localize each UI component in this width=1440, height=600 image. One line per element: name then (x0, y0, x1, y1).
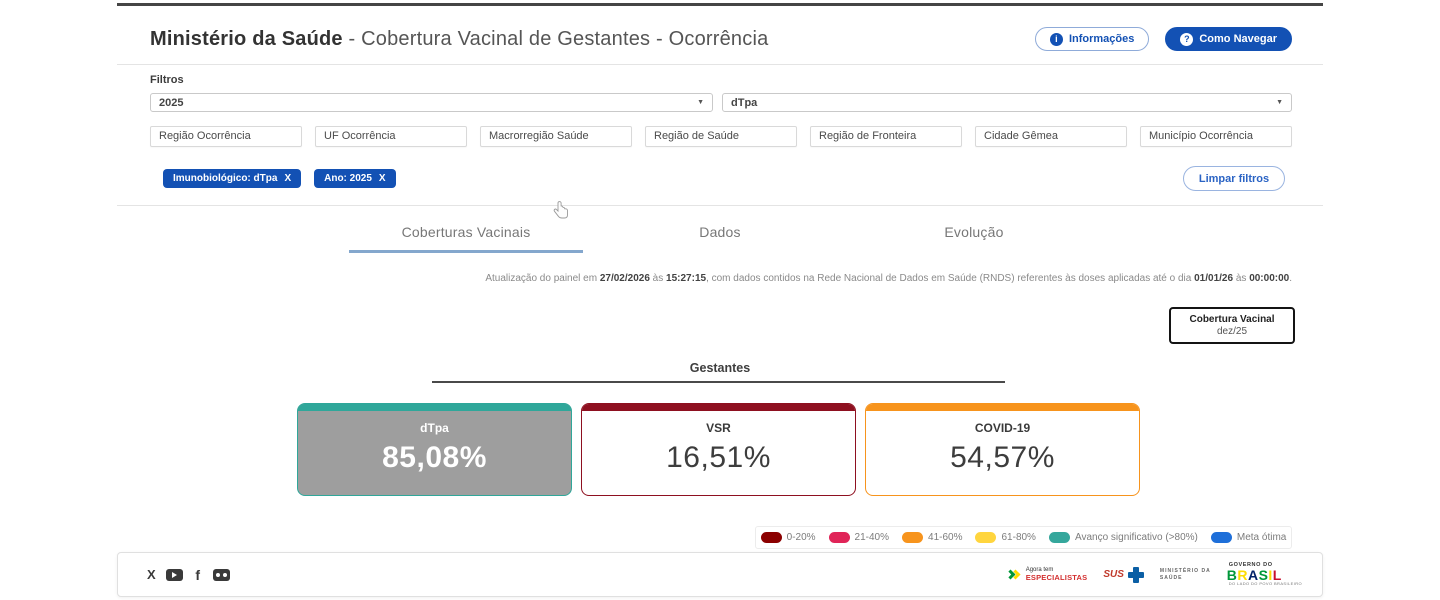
chevron-down-icon: ▼ (1276, 99, 1283, 106)
section-title-gestantes: Gestantes (689, 361, 751, 375)
legend-item: 61-80% (975, 532, 1036, 543)
card-covid19-label: COVID-19 (974, 421, 1031, 435)
help-icon: ? (1180, 32, 1194, 46)
sus-cross-icon (1127, 566, 1144, 583)
filter-uf-ocorrencia[interactable]: UF Ocorrência (315, 126, 467, 147)
chevron-down-icon: ▼ (697, 99, 704, 106)
chip-close-icon[interactable]: X (284, 173, 292, 184)
card-vsr-label: VSR (706, 421, 731, 435)
header: Ministério da Saúde - Cobertura Vacinal … (150, 20, 1292, 58)
data-cutoff-time: 00:00:00 (1249, 273, 1290, 284)
youtube-icon[interactable] (165, 568, 183, 581)
coverage-period-value: dez/25 (1216, 326, 1248, 337)
coverage-period-title: Cobertura Vacinal (1189, 314, 1275, 325)
filter-fields-row: Região Ocorrência UF Ocorrência Macrorre… (150, 126, 1292, 147)
active-filter-chips: Imunobiológico: dTpa X Ano: 2025 X (163, 169, 396, 188)
footer: X f Agora tem ESPECIALISTAS SUS MINISTÉR… (117, 552, 1323, 597)
year-select-value: 2025 (159, 96, 184, 109)
card-vsr[interactable]: VSR 16,51% (581, 403, 856, 496)
legend-swatch (1048, 532, 1070, 543)
limpar-filtros-button[interactable]: Limpar filtros (1183, 166, 1285, 191)
sus-logo: SUS (1103, 566, 1144, 583)
filter-municipio-ocorrencia[interactable]: Município Ocorrência (1140, 126, 1292, 147)
informacoes-button[interactable]: i Informações (1034, 27, 1150, 51)
legend-item: Avanço significativo (>80%) (1048, 532, 1198, 543)
legend-swatch (760, 532, 782, 543)
data-cutoff-date: 01/01/26 (1194, 273, 1234, 284)
legend-item: 41-60% (902, 532, 962, 543)
page-title: Ministério da Saúde - Cobertura Vacinal … (150, 28, 768, 51)
tab-dados[interactable]: Dados (699, 224, 741, 240)
filter-regiao-ocorrencia[interactable]: Região Ocorrência (150, 126, 302, 147)
filter-regiao-de-saude[interactable]: Região de Saúde (645, 126, 797, 147)
card-dtpa-label: dTpa (420, 421, 449, 435)
chip-ano[interactable]: Ano: 2025 X (314, 169, 396, 188)
selects-row: 2025 ▼ dTpa ▼ (150, 93, 1292, 112)
card-dtpa[interactable]: dTpa 85,08% (297, 403, 572, 496)
filter-cidade-gemea[interactable]: Cidade Gêmea (975, 126, 1127, 147)
page-title-app: Ministério da Saúde (150, 27, 343, 50)
x-twitter-icon[interactable]: X (147, 567, 156, 582)
legend-swatch (902, 532, 924, 543)
ministerio-saude-logo: MINISTÉRIO DA SAÚDE (1159, 568, 1211, 581)
top-border (117, 3, 1323, 6)
update-time: 15:27:15 (666, 273, 707, 284)
especialistas-logo: Agora tem ESPECIALISTAS (1005, 567, 1088, 582)
governo-brasil-logo: GOVERNO DO BRASIL DO LADO DO POVO BRASIL… (1226, 561, 1302, 587)
legend-swatch (1210, 532, 1232, 543)
filters-section-label: Filtros (150, 74, 184, 86)
immunobiological-select-value: dTpa (731, 96, 758, 109)
hand-cursor-icon (553, 201, 568, 225)
tab-coberturas-vacinais[interactable]: Coberturas Vacinais (349, 224, 583, 253)
social-links: X f (147, 567, 230, 583)
filters-divider (117, 205, 1323, 206)
card-accent-strip (866, 404, 1139, 411)
legend-item: 0-20% (760, 532, 816, 543)
update-note: Atualização do painel em 27/02/2026 às 1… (485, 273, 1292, 284)
card-accent-strip (298, 404, 571, 411)
immunobiological-select[interactable]: dTpa ▼ (722, 93, 1292, 112)
info-icon: i (1049, 32, 1063, 46)
flickr-icon[interactable] (212, 568, 230, 581)
header-buttons: i Informações ? Como Navegar (1034, 27, 1292, 51)
filter-regiao-de-fronteira[interactable]: Região de Fronteira (810, 126, 962, 147)
update-date: 27/02/2026 (599, 273, 650, 284)
informacoes-label: Informações (1068, 33, 1135, 45)
card-vsr-value: 16,51% (666, 441, 771, 474)
page-title-rest: - Cobertura Vacinal de Gestantes - Ocorr… (342, 27, 769, 50)
chip-imunobiologico[interactable]: Imunobiológico: dTpa X (163, 169, 302, 188)
tab-evolucao[interactable]: Evolução (944, 224, 1004, 240)
como-navegar-button[interactable]: ? Como Navegar (1165, 27, 1292, 51)
year-select[interactable]: 2025 ▼ (150, 93, 713, 112)
header-divider (117, 64, 1323, 65)
filter-macrorregiao-saude[interactable]: Macrorregião Saúde (480, 126, 632, 147)
brasil-wordmark: BRASIL (1226, 567, 1282, 584)
card-accent-strip (582, 404, 855, 411)
play-icon (171, 571, 177, 578)
coverage-period-box: Cobertura Vacinal dez/25 (1169, 307, 1295, 344)
tab-bar: Coberturas Vacinais Dados Evolução (117, 224, 1323, 253)
card-dtpa-value: 85,08% (382, 441, 487, 474)
chip-close-icon[interactable]: X (378, 173, 386, 184)
card-covid19-value: 54,57% (950, 441, 1055, 474)
legend-swatch (828, 532, 850, 543)
legend-item: Meta ótima (1210, 532, 1286, 543)
kpi-cards: dTpa 85,08% VSR 16,51% COVID-19 54,57% (297, 403, 1140, 496)
update-note-text: Atualização do painel em (485, 273, 600, 284)
section-underline (432, 381, 1005, 383)
legend-item: 21-40% (828, 532, 889, 543)
card-covid19[interactable]: COVID-19 54,57% (865, 403, 1140, 496)
legend-swatch (975, 532, 997, 543)
chip-imunobiologico-label: Imunobiológico: dTpa (173, 173, 278, 184)
coverage-legend: 0-20% 21-40% 41-60% 61-80% Avanço signif… (755, 526, 1292, 549)
como-navegar-label: Como Navegar (1199, 33, 1277, 45)
government-logos: Agora tem ESPECIALISTAS SUS MINISTÉRIO D… (1005, 561, 1302, 587)
facebook-icon[interactable]: f (195, 566, 200, 583)
chip-ano-label: Ano: 2025 (324, 173, 372, 184)
